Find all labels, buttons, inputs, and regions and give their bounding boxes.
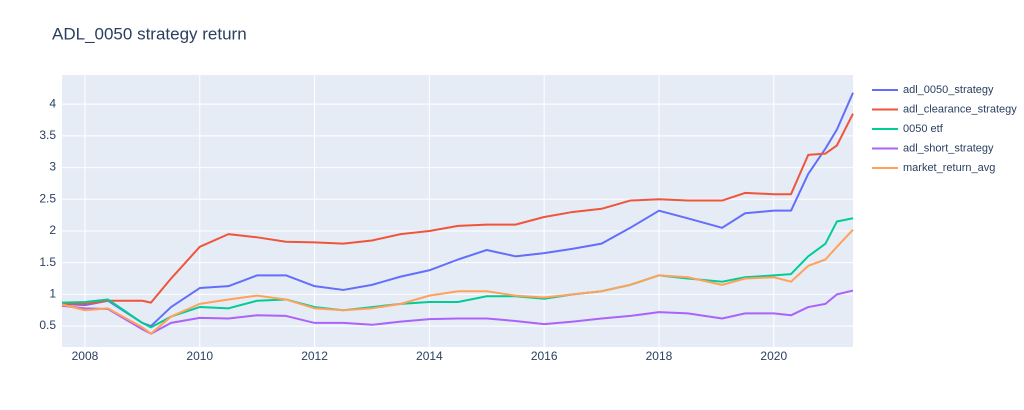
legend-text: market_return_avg [903, 162, 995, 174]
line [61, 229, 854, 335]
legend-text: 0050 etf [903, 123, 944, 135]
line [61, 289, 854, 335]
line [61, 92, 854, 328]
legend-text: adl_clearance_strategy [903, 103, 1017, 115]
y-tick-label: 2 [49, 223, 56, 237]
y-tick-label: 0.5 [39, 318, 56, 332]
x-tick-label: 2014 [416, 349, 443, 363]
x-tick-label: 2008 [72, 349, 99, 363]
y-tick-label: 1 [49, 287, 56, 301]
y-tick-label: 3 [49, 160, 56, 174]
chart-title: ADL_0050 strategy return [52, 24, 247, 43]
plot-area [62, 75, 853, 347]
line [62, 113, 854, 305]
x-tick-label: 2010 [186, 349, 213, 363]
x-tick-label: 2018 [646, 349, 673, 363]
legend-text: adl_short_strategy [903, 142, 994, 154]
x-tick-label: 2020 [760, 349, 787, 363]
y-tick-label: 1.5 [39, 255, 56, 269]
x-tick-label: 2012 [301, 349, 328, 363]
legend-text: adl_0050_strategy [903, 84, 994, 96]
y-tick-label: 2.5 [39, 191, 56, 205]
y-tick-label: 3.5 [39, 128, 56, 142]
x-tick-label: 2016 [531, 349, 558, 363]
y-tick-label: 4 [49, 96, 56, 110]
